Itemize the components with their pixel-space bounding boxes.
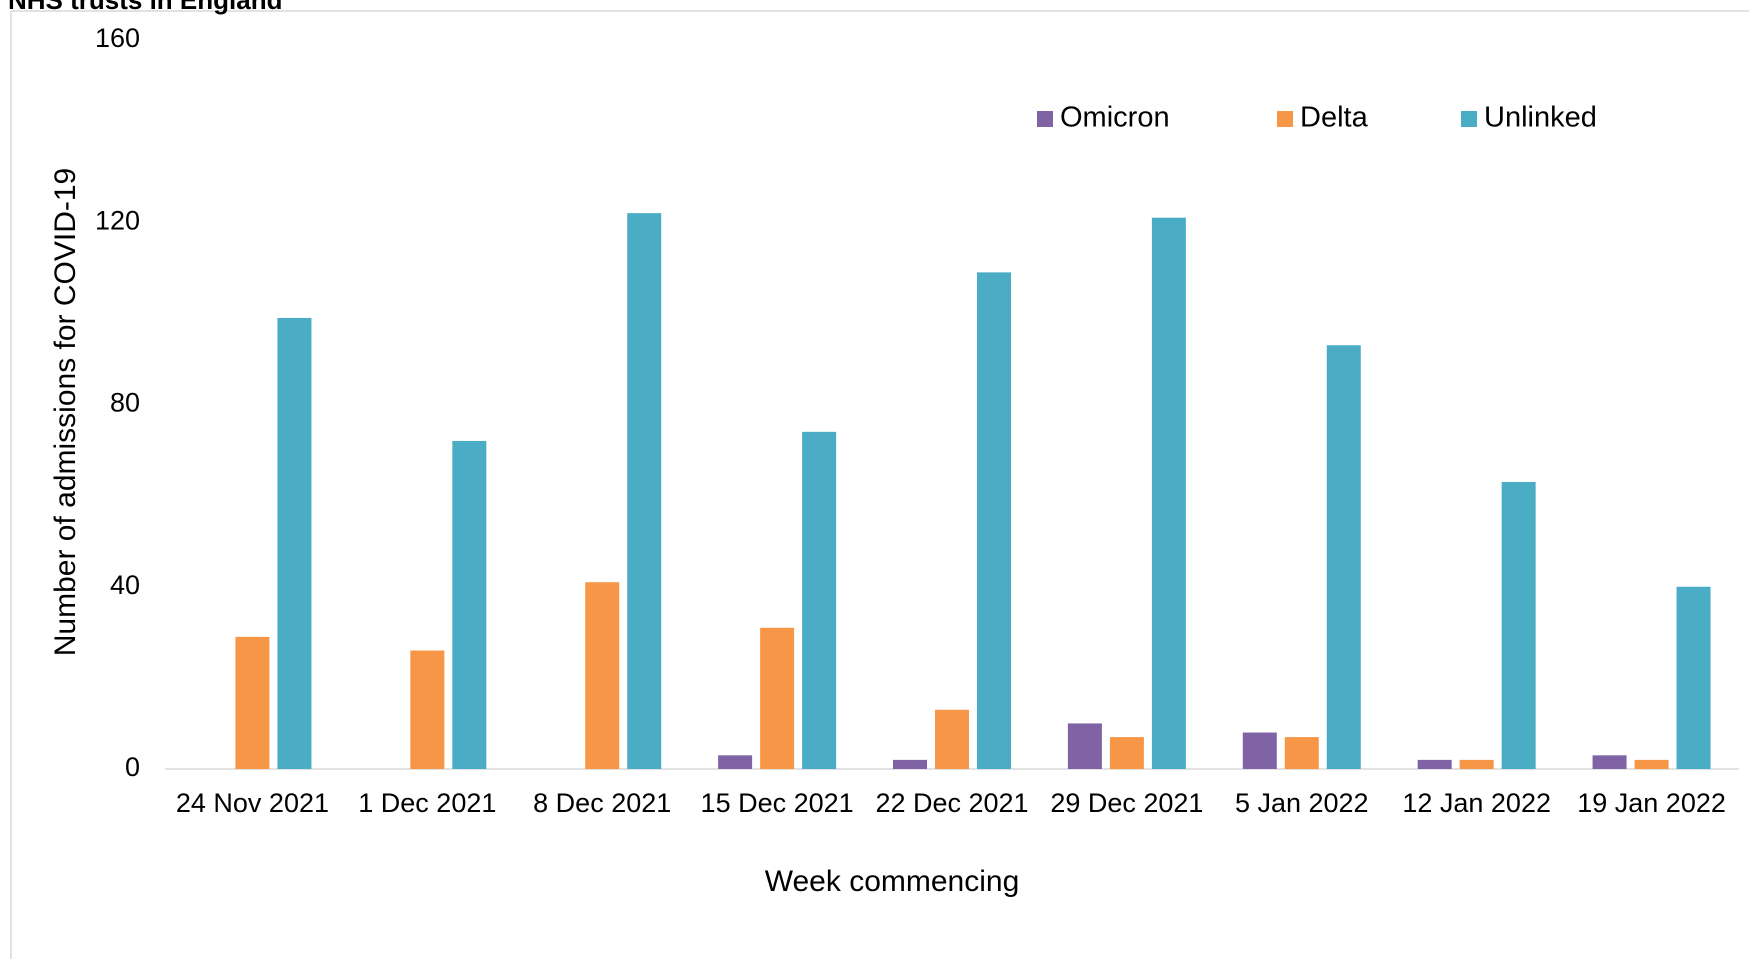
y-tick-label: 40: [110, 570, 140, 600]
bar: [410, 650, 445, 769]
x-tick-label: 5 Jan 2022: [1235, 788, 1369, 818]
y-tick-label: 160: [95, 23, 140, 53]
x-tick-label: 12 Jan 2022: [1402, 788, 1551, 818]
bar: [718, 755, 753, 769]
bar: [1417, 759, 1452, 769]
legend-label: Unlinked: [1484, 102, 1597, 134]
chart-title: NHS trusts in England: [8, 0, 282, 15]
bar: [1592, 755, 1627, 769]
y-tick-label: 120: [95, 205, 140, 235]
bar: [802, 431, 837, 769]
x-tick-label: 19 Jan 2022: [1577, 788, 1726, 818]
bar: [1284, 737, 1319, 769]
x-tick-label: 22 Dec 2021: [875, 788, 1028, 818]
bar: [1151, 217, 1186, 770]
legend-swatch: [1037, 111, 1053, 127]
bar: [585, 582, 620, 769]
x-axis-title: Week commencing: [765, 865, 1020, 898]
y-axis-title: Number of admissions for COVID-19: [49, 168, 82, 657]
bar: [760, 627, 795, 769]
bar: [1459, 759, 1494, 769]
x-tick-label: 8 Dec 2021: [533, 788, 671, 818]
bar: [1676, 586, 1711, 769]
bar: [1109, 737, 1144, 769]
bar: [977, 272, 1011, 769]
x-tick-label: 29 Dec 2021: [1050, 788, 1203, 818]
bar: [627, 213, 662, 769]
bar: [235, 636, 270, 769]
bar: [935, 709, 969, 769]
legend-label: Delta: [1300, 102, 1369, 134]
bar: [1634, 759, 1669, 769]
x-tick-label: 24 Nov 2021: [176, 788, 329, 818]
legend-swatch: [1461, 111, 1477, 127]
bar: [1242, 732, 1277, 769]
bar: [1501, 481, 1536, 769]
legend-swatch: [1277, 111, 1293, 127]
bar: [277, 317, 312, 769]
x-tick-label: 15 Dec 2021: [701, 788, 854, 818]
bar: [893, 759, 927, 769]
legend-label: Omicron: [1060, 102, 1170, 134]
bar: [1067, 723, 1102, 769]
x-tick-label: 1 Dec 2021: [358, 788, 496, 818]
y-tick-label: 0: [125, 752, 140, 782]
bar: [452, 440, 487, 769]
bar: [1326, 345, 1361, 769]
y-tick-label: 80: [110, 388, 140, 418]
